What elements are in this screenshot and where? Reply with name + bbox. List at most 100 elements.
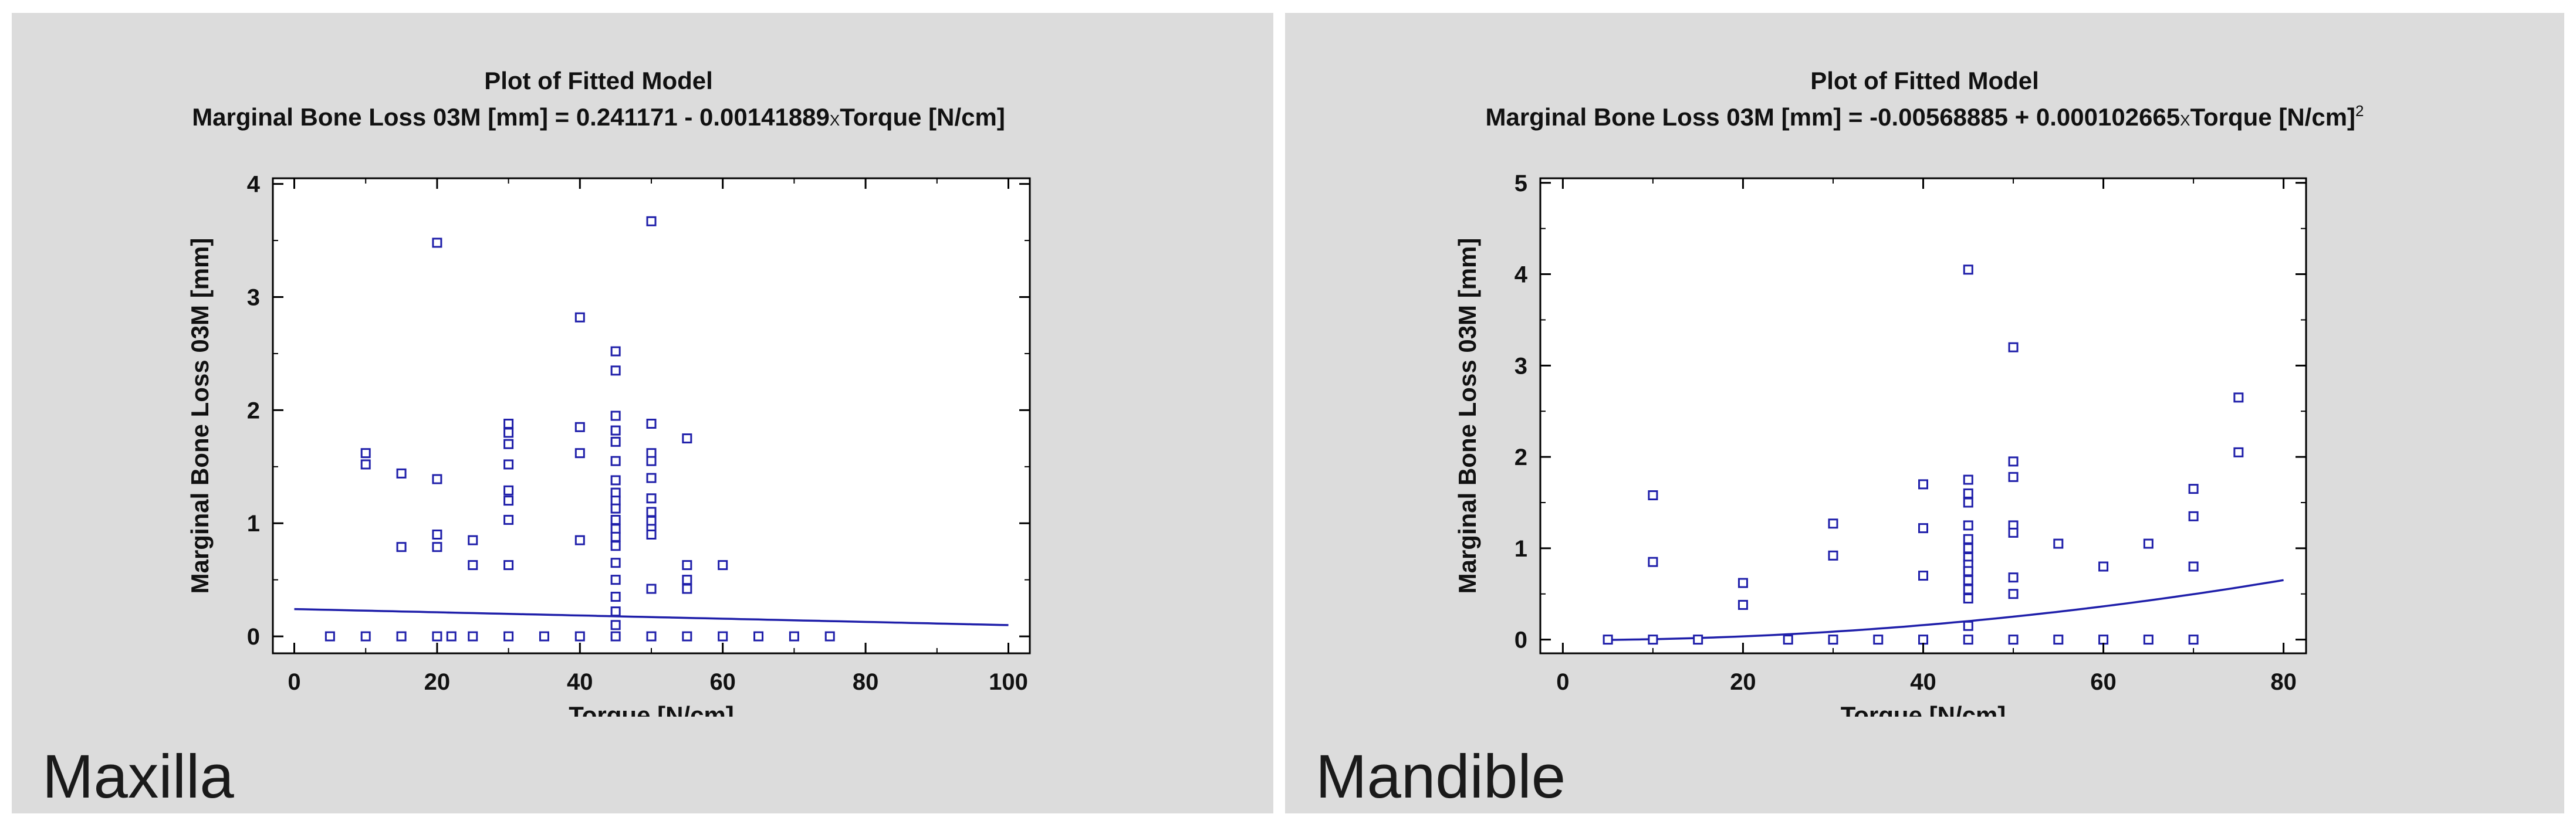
- data-point: [2143, 635, 2154, 645]
- data-point: [646, 419, 657, 429]
- data-point: [610, 365, 621, 376]
- data-point: [2098, 635, 2109, 645]
- x-tick-label: 20: [1730, 669, 1756, 695]
- data-point: [610, 524, 621, 534]
- data-point: [1963, 264, 1973, 275]
- fitted-line: [294, 608, 1009, 626]
- subtitle-equation: Marginal Bone Loss 03M [mm] = -0.0056888…: [1485, 103, 2180, 131]
- data-point: [1828, 550, 1838, 561]
- data-point: [1648, 490, 1658, 501]
- panel-mandible: Plot of Fitted Model Marginal Bone Loss 0…: [1285, 13, 2564, 813]
- data-point: [468, 560, 478, 571]
- data-point: [610, 346, 621, 357]
- data-point: [1963, 575, 1973, 585]
- y-tick-label: 0: [1515, 628, 1527, 653]
- data-point: [1963, 520, 1973, 531]
- data-point: [396, 468, 407, 479]
- x-tick-label: 40: [567, 669, 593, 695]
- data-point: [789, 631, 799, 642]
- data-point: [2053, 538, 2064, 549]
- data-point: [432, 631, 442, 642]
- x-tick-label: 40: [1910, 669, 1936, 695]
- data-point: [503, 459, 514, 470]
- data-point: [646, 507, 657, 517]
- data-point: [2233, 392, 2244, 403]
- data-point: [1963, 534, 1973, 544]
- data-point: [396, 631, 407, 642]
- data-point: [610, 620, 621, 630]
- data-point: [574, 422, 585, 432]
- data-point: [2008, 635, 2019, 645]
- data-point: [324, 631, 335, 642]
- chart-subtitle: Marginal Bone Loss 03M [mm] = 0.241171 -…: [192, 103, 1005, 131]
- data-point: [360, 631, 371, 642]
- y-axis-label: Marginal Bone Loss 03M [mm]: [1453, 238, 1481, 594]
- data-point: [2008, 342, 2019, 352]
- data-point: [432, 542, 442, 552]
- data-point: [646, 448, 657, 459]
- data-point: [468, 631, 478, 642]
- data-point: [1873, 635, 1884, 645]
- data-point: [646, 515, 657, 526]
- x-tick-label: 80: [853, 669, 879, 695]
- y-tick-label: 3: [1515, 353, 1527, 379]
- subtitle-equation: Marginal Bone Loss 03M [mm] = 0.241171 -…: [192, 103, 830, 131]
- x-tick-label: 0: [1556, 669, 1569, 695]
- data-point: [503, 439, 514, 449]
- data-point: [682, 433, 692, 444]
- data-point: [1963, 474, 1973, 485]
- data-point: [610, 592, 621, 602]
- data-point: [646, 530, 657, 540]
- data-point: [1963, 543, 1973, 554]
- data-point: [682, 560, 692, 571]
- plot-area: [273, 178, 1030, 653]
- data-point: [1828, 518, 1838, 529]
- subtitle-variable: Torque [N/cm]: [840, 103, 1005, 131]
- data-point: [503, 514, 514, 525]
- data-point: [2188, 511, 2199, 521]
- data-point: [1648, 557, 1658, 567]
- data-point: [610, 631, 621, 642]
- data-point: [682, 575, 692, 585]
- data-point: [646, 473, 657, 483]
- data-point: [1783, 635, 1793, 645]
- chart-mandible: Plot of Fitted Model Marginal Bone Loss 0…: [1453, 67, 2364, 717]
- data-point: [503, 631, 514, 642]
- data-point: [2098, 561, 2109, 572]
- data-point: [1918, 635, 1928, 645]
- y-tick-label: 4: [1515, 262, 1528, 288]
- y-tick-label: 2: [1515, 445, 1527, 470]
- data-point: [610, 411, 621, 421]
- data-point: [2008, 589, 2019, 599]
- data-point: [1963, 584, 1973, 595]
- data-point: [2008, 456, 2019, 467]
- data-point: [610, 531, 621, 542]
- data-point: [2008, 527, 2019, 538]
- x-tick-label: 80: [2270, 669, 2297, 695]
- data-point: [432, 474, 442, 484]
- data-point: [1963, 566, 1973, 576]
- data-point: [610, 487, 621, 498]
- data-point: [2143, 538, 2154, 549]
- data-point: [610, 496, 621, 506]
- y-tick-label: 3: [247, 285, 260, 311]
- data-point: [503, 485, 514, 496]
- data-point: [1963, 620, 1973, 631]
- data-point: [432, 238, 442, 248]
- data-point: [468, 535, 478, 545]
- subtitle-exponent: 2: [2355, 102, 2364, 120]
- data-point: [2053, 635, 2064, 645]
- data-point: [610, 558, 621, 568]
- data-point: [610, 475, 621, 486]
- data-point: [1693, 635, 1703, 645]
- data-point: [646, 493, 657, 504]
- data-point: [574, 631, 585, 642]
- data-point: [432, 530, 442, 540]
- data-point: [1963, 635, 1973, 645]
- data-point: [646, 584, 657, 594]
- data-point: [682, 584, 692, 594]
- data-point: [2233, 447, 2244, 457]
- y-tick-label: 1: [1515, 536, 1527, 562]
- data-point: [1603, 635, 1613, 645]
- subtitle-times: X: [2180, 111, 2190, 129]
